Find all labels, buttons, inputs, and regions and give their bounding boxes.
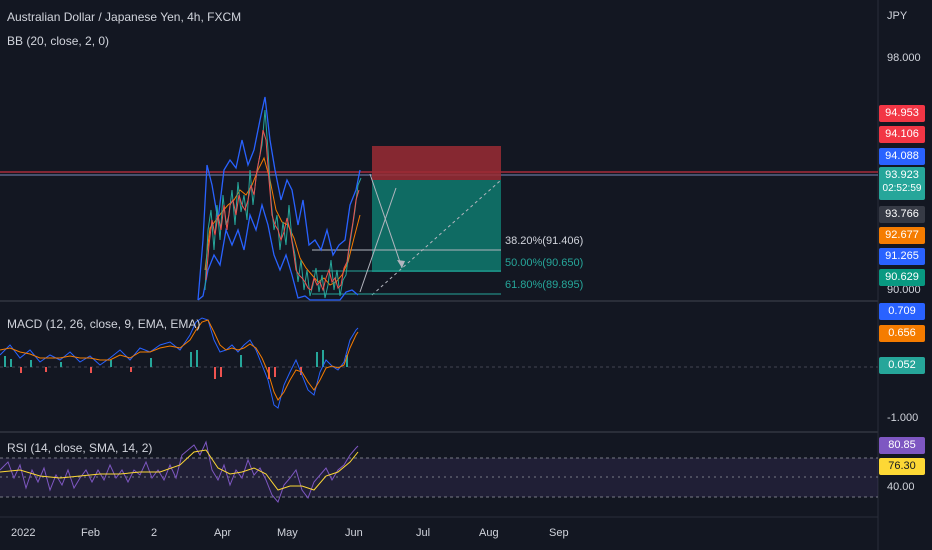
macd-histogram-negative[interactable]	[20, 367, 302, 379]
price-candles-down[interactable]	[205, 129, 360, 292]
rsi-line[interactable]	[0, 440, 359, 503]
fib-label-38[interactable]: 38.20%(91.406)	[505, 235, 584, 247]
time-axis-label: Feb	[81, 527, 100, 539]
fib-label-50[interactable]: 50.00%(90.650)	[505, 257, 584, 269]
time-axis-label: May	[277, 527, 298, 539]
price-tag-entry: 93.766	[879, 206, 925, 223]
arrow-head-icon	[397, 260, 405, 268]
price-tag-stop: 94.953	[879, 105, 925, 122]
rsi-tag-value: 80.85	[879, 437, 925, 454]
projection-line-up[interactable]	[359, 187, 397, 293]
time-axis-label: Jul	[416, 527, 431, 539]
bb-upper-band[interactable]	[197, 96, 361, 301]
macd-histogram[interactable]	[4, 350, 348, 367]
price-axis-label: 98.000	[887, 52, 921, 64]
price-tag-bb-lower: 91.265	[879, 248, 925, 265]
time-axis-label: Jun	[345, 527, 363, 539]
chart-title[interactable]: Australian Dollar / Japanese Yen, 4h, FX…	[7, 10, 242, 24]
price-tag-bb-basis: 92.677	[879, 227, 925, 244]
macd-indicator-label[interactable]: MACD (12, 26, close, 9, EMA, EMA)	[7, 317, 201, 331]
position-diagonal	[371, 179, 502, 296]
bb-indicator-label[interactable]: BB (20, close, 2, 0)	[7, 34, 110, 48]
macd-tag-line: 0.709	[879, 303, 925, 320]
rsi-tag-sma: 76.30	[879, 458, 925, 475]
rsi-axis-label: 40.00	[887, 481, 915, 493]
rsi-sma-line[interactable]	[0, 449, 359, 491]
price-tag-last: 93.923 02:52:59	[879, 167, 925, 200]
last-price-value: 93.923	[885, 169, 919, 181]
macd-axis-label: -1.000	[887, 412, 919, 424]
rsi-indicator-label[interactable]: RSI (14, close, SMA, 14, 2)	[7, 441, 153, 455]
time-axis-label: Aug	[479, 527, 499, 539]
time-axis-label: 2	[151, 527, 158, 539]
projection-line-down[interactable]	[369, 173, 403, 269]
macd-tag-signal: 0.656	[879, 325, 925, 342]
price-tag-red-line: 94.106	[879, 126, 925, 143]
macd-tag-histogram: 0.052	[879, 357, 925, 374]
bb-lower-band[interactable]	[197, 202, 359, 301]
time-axis-label: 2022	[11, 527, 36, 539]
macd-signal-line[interactable]	[0, 319, 359, 401]
bar-countdown: 02:52:59	[882, 183, 922, 194]
macd-line[interactable]	[0, 317, 359, 409]
price-candles[interactable]	[204, 109, 362, 299]
take-profit-zone[interactable]	[372, 180, 501, 272]
time-axis-label: Sep	[549, 527, 569, 539]
price-axis-label: 90.000	[887, 284, 921, 296]
fib-label-61[interactable]: 61.80%(89.895)	[505, 279, 584, 291]
stop-loss-zone[interactable]	[372, 146, 501, 180]
currency-label[interactable]: JPY	[887, 10, 908, 22]
price-tag-target: 90.629	[879, 269, 925, 286]
price-tag-bb-upper: 94.088	[879, 148, 925, 165]
time-axis-label: Apr	[214, 527, 232, 539]
